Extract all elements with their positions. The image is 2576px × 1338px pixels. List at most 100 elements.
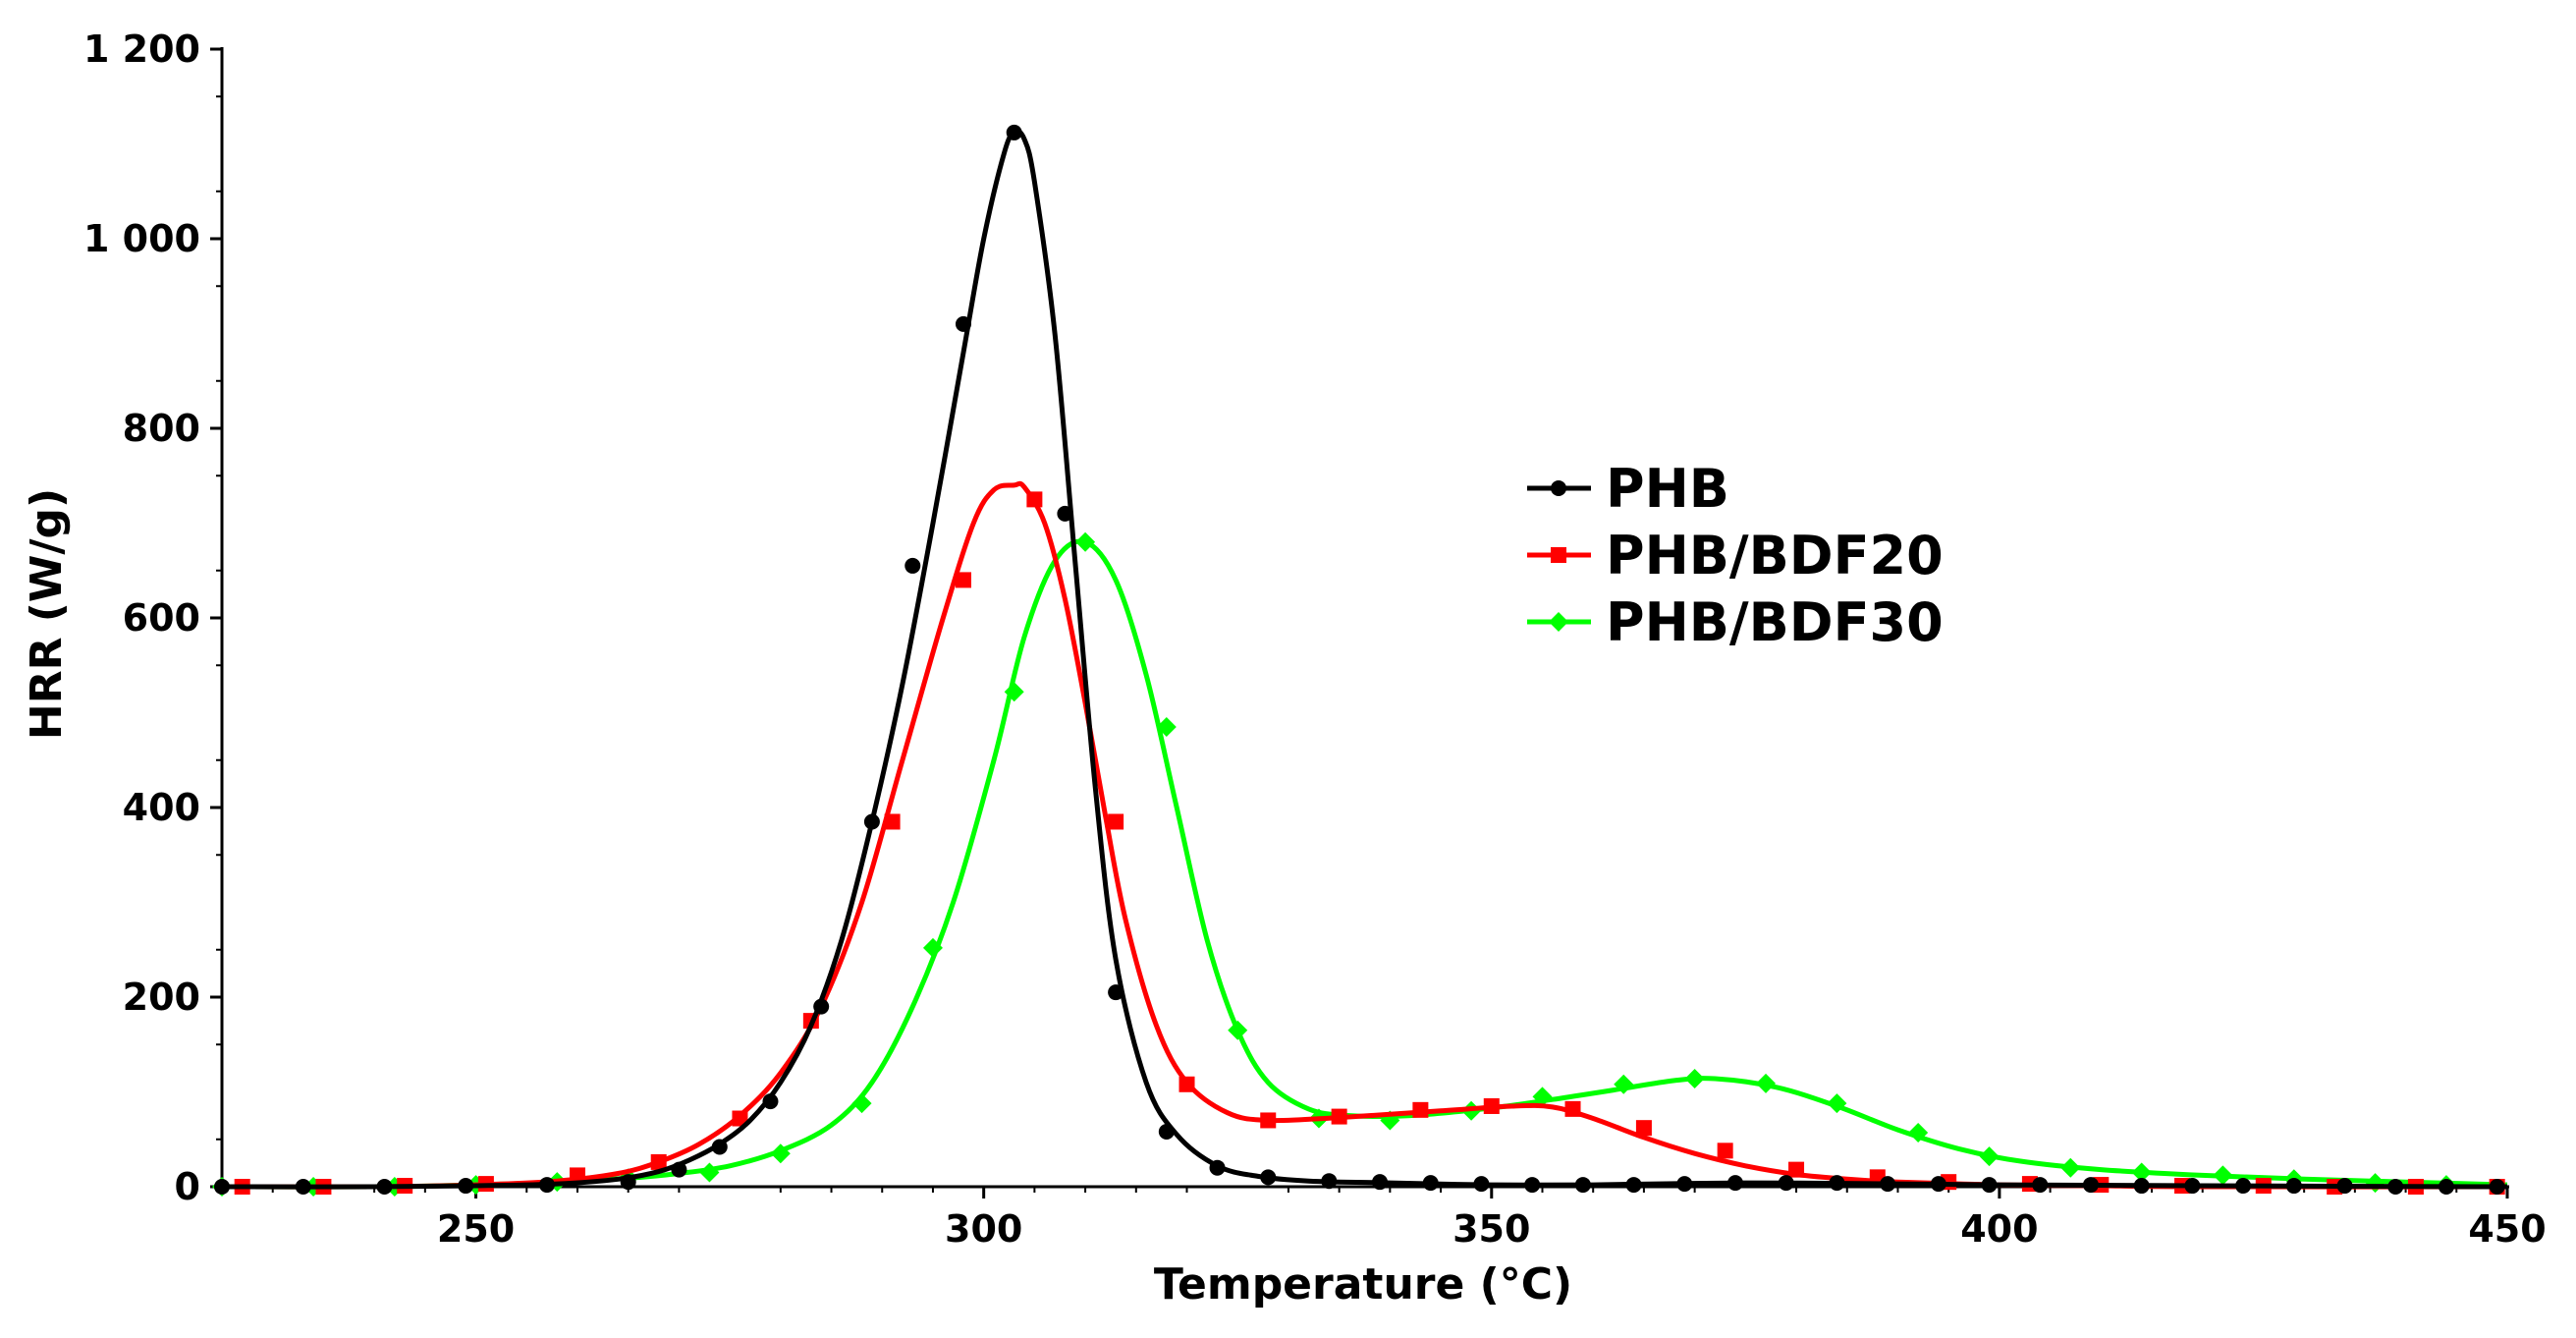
y-axis-title: HRR (W/g) — [22, 488, 72, 740]
data-point-phb — [1158, 1124, 1175, 1141]
data-point-phb-bdf20 — [955, 572, 971, 588]
y-tick-label: 0 — [175, 1165, 200, 1208]
series-phb-bdf30 — [212, 531, 2508, 1197]
data-point-phb — [2438, 1179, 2454, 1195]
data-point-phb — [2235, 1178, 2252, 1195]
y-tick-label: 600 — [123, 596, 200, 640]
data-point-phb — [1209, 1159, 1226, 1176]
series-line-phb-bdf30 — [221, 538, 2508, 1190]
data-point-phb-bdf30 — [1532, 1087, 1553, 1107]
data-point-phb-bdf20 — [1788, 1161, 1805, 1178]
data-point-phb-bdf30 — [2131, 1162, 2152, 1183]
data-point-phb — [762, 1093, 779, 1110]
data-point-phb-bdf20 — [1026, 491, 1043, 508]
x-tick-label: 450 — [2468, 1207, 2546, 1251]
data-point-phb-bdf30 — [1228, 1020, 1248, 1040]
data-point-phb — [863, 813, 880, 830]
data-point-phb — [214, 1179, 230, 1195]
x-tick-label: 350 — [1452, 1207, 1530, 1251]
data-point-phb-bdf30 — [922, 937, 943, 958]
data-point-phb — [955, 315, 971, 332]
x-tick-label: 250 — [437, 1207, 515, 1251]
data-point-phb — [711, 1139, 728, 1155]
series-layer — [212, 124, 2508, 1197]
data-point-phb — [1930, 1176, 1946, 1193]
data-point-phb-bdf30 — [1827, 1093, 1847, 1114]
legend-item-phb-bdf20: PHB/BDF20 — [1527, 525, 1944, 586]
data-point-phb-bdf20 — [1412, 1101, 1429, 1118]
data-point-phb — [1574, 1177, 1591, 1194]
data-point-phb — [2032, 1177, 2049, 1194]
data-point-phb — [1006, 124, 1022, 140]
data-point-phb — [1260, 1169, 1277, 1186]
data-point-phb-bdf30 — [699, 1162, 720, 1183]
data-point-phb — [1625, 1177, 1642, 1194]
data-point-phb-bdf30 — [2060, 1157, 2081, 1178]
series-line-phb-bdf20 — [221, 480, 2508, 1190]
x-tick-label: 300 — [945, 1207, 1022, 1251]
data-point-phb — [2082, 1177, 2099, 1194]
legend-swatch-marker — [1551, 480, 1566, 496]
data-point-phb — [2336, 1178, 2353, 1195]
axes-layer: 250 300 350 400 450 0 200 400 600 800 1 000 1 200 — [83, 28, 2547, 1251]
data-point-phb-bdf20 — [1108, 813, 1124, 830]
data-point-phb-bdf20 — [732, 1110, 748, 1127]
legend-item-phb: PHB — [1527, 458, 1729, 520]
data-point-phb-bdf30 — [851, 1093, 872, 1114]
legend-item-phb-bdf30: PHB/BDF30 — [1527, 591, 1944, 653]
data-point-phb-bdf20 — [1260, 1112, 1277, 1129]
data-point-phb-bdf30 — [1979, 1146, 2000, 1167]
data-point-phb-bdf30 — [770, 1143, 791, 1164]
legend-label: PHB/BDF30 — [1606, 591, 1944, 653]
data-point-phb-bdf30 — [1908, 1122, 1929, 1143]
data-point-phb-bdf30 — [1684, 1068, 1705, 1088]
y-tick-label: 800 — [123, 407, 200, 450]
data-point-phb — [1880, 1176, 1896, 1193]
data-point-phb-bdf30 — [2365, 1173, 2385, 1194]
data-point-phb-bdf20 — [650, 1153, 667, 1170]
data-point-phb — [1321, 1173, 1338, 1190]
data-point-phb — [671, 1161, 687, 1178]
data-point-phb — [1108, 984, 1124, 1001]
data-point-phb — [1829, 1175, 1845, 1192]
data-point-phb-bdf20 — [1331, 1108, 1347, 1125]
legend-label: PHB/BDF20 — [1606, 525, 1944, 586]
data-point-phb — [904, 557, 921, 574]
data-point-phb — [295, 1179, 311, 1195]
data-point-phb — [1981, 1177, 1998, 1194]
y-tick-label: 1 000 — [83, 217, 200, 260]
data-point-phb — [1473, 1176, 1490, 1193]
data-point-phb — [2489, 1179, 2505, 1195]
series-phb-bdf20 — [221, 480, 2508, 1195]
data-point-phb-bdf20 — [1717, 1143, 1733, 1159]
data-point-phb — [1057, 505, 1073, 522]
data-point-phb — [458, 1178, 474, 1195]
legend-swatch-marker — [1551, 547, 1566, 563]
data-point-phb-bdf20 — [1635, 1120, 1652, 1137]
y-tick-label: 1 200 — [83, 28, 200, 71]
data-point-phb — [1778, 1175, 1794, 1192]
data-point-phb-bdf30 — [1756, 1073, 1777, 1093]
data-point-phb-bdf20 — [569, 1167, 585, 1184]
x-axis-title: Temperature (°C) — [1154, 1259, 1572, 1310]
legend-label: PHB — [1606, 458, 1729, 520]
series-line-phb — [221, 129, 2508, 1190]
data-point-phb-bdf20 — [884, 813, 901, 830]
data-point-phb — [1726, 1175, 1743, 1192]
legend-swatch-marker — [1549, 612, 1568, 632]
data-point-phb-bdf30 — [1075, 531, 1096, 552]
x-tick-label: 400 — [1960, 1207, 2038, 1251]
data-point-phb-bdf30 — [1004, 682, 1024, 702]
data-point-phb-bdf20 — [1483, 1097, 1500, 1114]
data-point-phb — [2285, 1178, 2302, 1195]
data-point-phb-bdf20 — [1178, 1076, 1195, 1092]
data-point-phb — [538, 1177, 555, 1194]
data-point-phb-bdf30 — [1614, 1074, 1634, 1094]
y-tick-label: 200 — [123, 976, 200, 1019]
data-point-phb-bdf30 — [2213, 1165, 2233, 1186]
data-point-phb — [620, 1174, 636, 1191]
data-point-phb — [1524, 1177, 1541, 1194]
